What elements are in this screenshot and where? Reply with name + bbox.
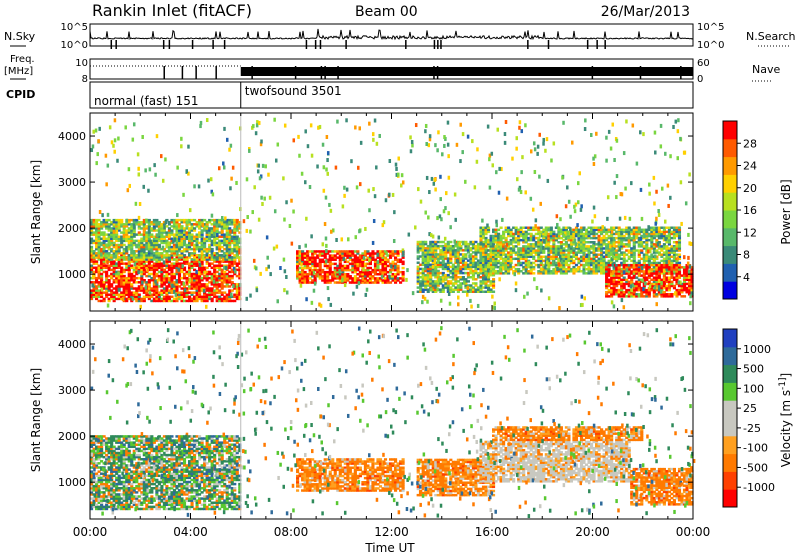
freq-label: Freq. <box>10 54 35 65</box>
nsearch-tick-high: 10^5 <box>697 22 724 33</box>
cpid-strip: normal (fast) 151 twofsound 3501 <box>90 82 693 108</box>
station-title: Rankin Inlet (fitACF) <box>92 1 252 20</box>
nsky-label: N.Sky <box>4 30 36 43</box>
power-cell <box>678 262 681 264</box>
nave-label: Nave <box>752 63 780 76</box>
power-cell <box>552 231 555 233</box>
freq-unit: [MHz] <box>4 66 33 77</box>
nsky-tick-low: 10^0 <box>61 40 88 51</box>
power-cell <box>618 264 621 266</box>
power-cell <box>492 291 495 293</box>
power-cell <box>138 294 141 296</box>
nave-tick-low: 0 <box>697 74 703 85</box>
power-cell <box>397 265 400 267</box>
nsearch-label: N.Search <box>746 30 796 43</box>
nsearch-tick-low: 10^0 <box>697 40 724 51</box>
power-cell <box>211 248 214 250</box>
beam-label: Beam 00 <box>355 4 418 20</box>
freq-nave-trace <box>90 66 693 79</box>
nsky-line <box>90 29 693 39</box>
cpid-mode-0: normal (fast) 151 <box>94 94 198 108</box>
power-heatmap <box>90 113 694 311</box>
power-cell <box>678 253 681 255</box>
freq-band <box>241 67 693 76</box>
power-cell <box>474 282 477 284</box>
nsky-tick-high: 10^5 <box>61 22 88 33</box>
power-cell <box>356 250 359 252</box>
power-cell <box>183 254 186 256</box>
power-cell <box>532 272 535 274</box>
power-cell <box>424 241 427 243</box>
nave-tick-high: 60 <box>697 58 710 69</box>
freq-tick-low: 8 <box>82 74 88 85</box>
cpid-mode-1: twofsound 3501 <box>245 84 342 98</box>
power-cell <box>120 219 123 221</box>
cpid-label: CPID <box>6 88 35 101</box>
power-cell <box>678 227 681 229</box>
power-cell <box>402 271 405 273</box>
power-cell <box>402 261 405 263</box>
power-cell <box>492 278 495 280</box>
date-label: 26/Mar/2013 <box>601 4 690 20</box>
power-cell <box>500 227 503 229</box>
power-cell <box>449 241 452 243</box>
nsky-frame <box>90 24 693 46</box>
freq-tick-high: 10 <box>75 58 88 69</box>
power-cell <box>467 280 470 282</box>
power-cell <box>402 267 405 269</box>
power-cell <box>550 227 553 229</box>
